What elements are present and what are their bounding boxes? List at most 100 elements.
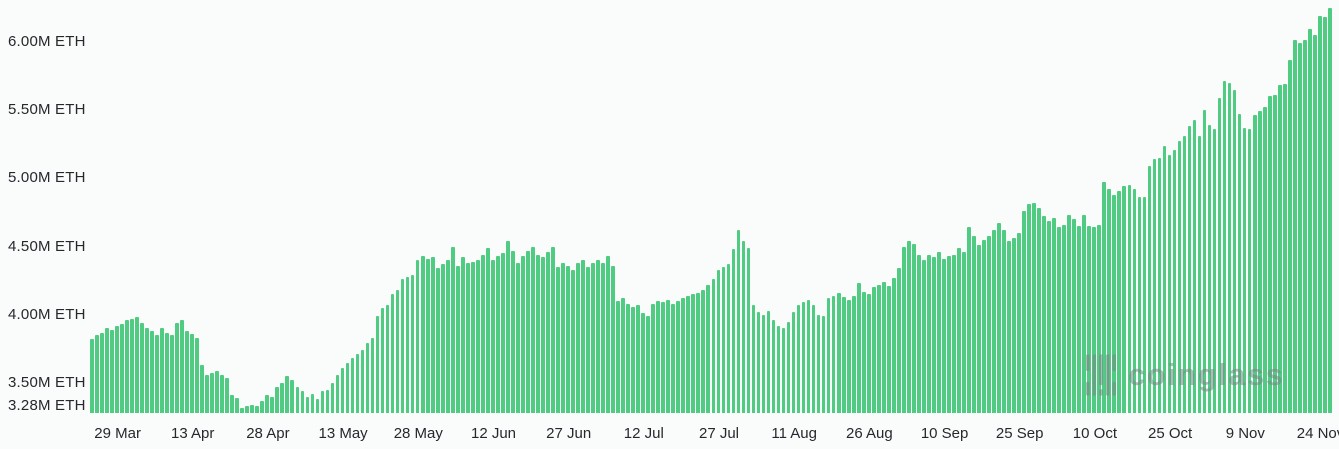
bar[interactable] <box>325 389 330 413</box>
bar[interactable] <box>681 298 686 413</box>
bar[interactable] <box>1007 241 1011 413</box>
bar[interactable] <box>541 257 545 413</box>
bar[interactable] <box>942 258 946 413</box>
bar[interactable] <box>1177 141 1182 413</box>
bar[interactable] <box>315 399 320 413</box>
bar[interactable] <box>927 254 931 413</box>
bar[interactable] <box>1002 230 1006 413</box>
bar[interactable] <box>856 283 861 413</box>
bar[interactable] <box>621 298 625 413</box>
bar[interactable] <box>130 318 134 413</box>
bar[interactable] <box>1267 96 1272 413</box>
bar[interactable] <box>751 305 756 413</box>
bar[interactable] <box>345 362 350 413</box>
bar[interactable] <box>165 332 169 413</box>
bar[interactable] <box>881 282 886 413</box>
bar[interactable] <box>636 305 641 413</box>
bar[interactable] <box>716 269 721 413</box>
bar[interactable] <box>661 302 666 413</box>
bar[interactable] <box>295 387 300 413</box>
bar[interactable] <box>1167 155 1172 413</box>
bar[interactable] <box>1127 185 1132 413</box>
bar[interactable] <box>1312 34 1317 413</box>
bar[interactable] <box>1242 127 1247 413</box>
bar[interactable] <box>1087 226 1092 413</box>
bar[interactable] <box>917 254 921 413</box>
bar[interactable] <box>1057 227 1062 413</box>
bar[interactable] <box>200 365 204 413</box>
bar[interactable] <box>275 387 280 413</box>
bar[interactable] <box>110 329 114 413</box>
bar[interactable] <box>1292 40 1297 413</box>
bar[interactable] <box>1022 211 1026 413</box>
bar[interactable] <box>977 245 981 413</box>
bar[interactable] <box>445 260 450 413</box>
bar[interactable] <box>1047 220 1051 413</box>
bar[interactable] <box>160 328 164 413</box>
bar[interactable] <box>1257 111 1262 413</box>
bar[interactable] <box>972 235 976 413</box>
bar[interactable] <box>566 265 570 413</box>
bar[interactable] <box>987 235 991 413</box>
bar[interactable] <box>591 262 595 413</box>
bar[interactable] <box>1327 7 1332 413</box>
bar[interactable] <box>506 241 510 413</box>
bar[interactable] <box>100 332 104 413</box>
bar[interactable] <box>851 295 856 413</box>
bar[interactable] <box>761 314 766 413</box>
bar[interactable] <box>215 370 219 413</box>
bar[interactable] <box>861 291 866 413</box>
bar[interactable] <box>450 246 455 413</box>
bar[interactable] <box>932 257 936 413</box>
bar[interactable] <box>1247 129 1252 413</box>
bar[interactable] <box>511 250 515 413</box>
bar[interactable] <box>290 380 295 413</box>
bar[interactable] <box>571 269 575 413</box>
bar[interactable] <box>616 301 620 413</box>
bar[interactable] <box>1162 145 1167 413</box>
bar[interactable] <box>816 314 821 413</box>
bar[interactable] <box>1297 43 1302 413</box>
bar[interactable] <box>390 294 395 413</box>
bar[interactable] <box>210 373 214 413</box>
bar[interactable] <box>871 287 876 413</box>
bar[interactable] <box>205 374 209 413</box>
bar[interactable] <box>1122 186 1127 413</box>
bar[interactable] <box>646 316 651 413</box>
bar[interactable] <box>1042 216 1046 413</box>
bar[interactable] <box>1152 159 1157 413</box>
bar[interactable] <box>766 310 771 413</box>
bar[interactable] <box>235 398 240 413</box>
bar[interactable] <box>886 286 891 413</box>
bar[interactable] <box>937 251 941 413</box>
bar[interactable] <box>1187 126 1192 413</box>
bar[interactable] <box>676 301 681 413</box>
bar[interactable] <box>470 261 475 413</box>
bar[interactable] <box>746 247 751 413</box>
bar[interactable] <box>270 396 275 413</box>
bar[interactable] <box>115 325 119 413</box>
bar[interactable] <box>1277 85 1282 413</box>
bar[interactable] <box>185 331 189 413</box>
bar[interactable] <box>771 320 776 413</box>
bar[interactable] <box>947 256 951 413</box>
bar[interactable] <box>741 241 746 413</box>
bar[interactable] <box>90 339 94 413</box>
bar[interactable] <box>1037 208 1041 413</box>
bar[interactable] <box>300 391 305 413</box>
bar[interactable] <box>1302 40 1307 413</box>
bar[interactable] <box>265 395 270 413</box>
bar[interactable] <box>726 264 731 413</box>
bar[interactable] <box>806 299 811 413</box>
bar[interactable] <box>781 328 786 413</box>
bar[interactable] <box>1027 204 1031 413</box>
bar[interactable] <box>190 333 194 413</box>
bar[interactable] <box>430 257 435 413</box>
bar[interactable] <box>220 374 224 413</box>
bar[interactable] <box>967 227 971 413</box>
bar[interactable] <box>420 256 425 413</box>
bar[interactable] <box>180 320 184 413</box>
bar[interactable] <box>596 260 600 413</box>
bar[interactable] <box>225 377 230 413</box>
bar[interactable] <box>521 256 525 413</box>
